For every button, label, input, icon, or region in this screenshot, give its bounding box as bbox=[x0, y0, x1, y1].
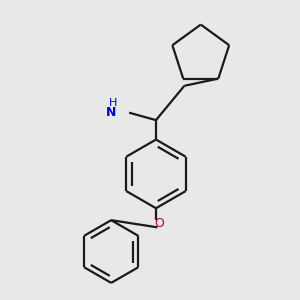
Text: O: O bbox=[154, 217, 164, 230]
Text: N: N bbox=[106, 106, 116, 119]
Text: H: H bbox=[109, 98, 117, 108]
